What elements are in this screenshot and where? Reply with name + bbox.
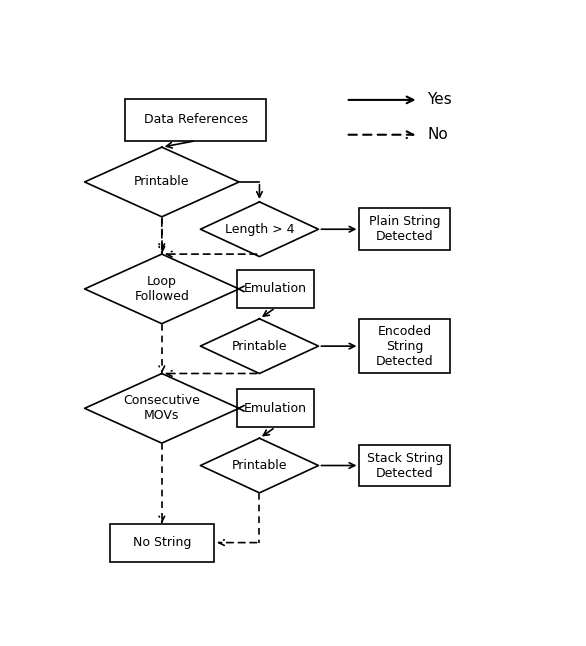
FancyBboxPatch shape bbox=[359, 209, 450, 250]
Polygon shape bbox=[84, 373, 239, 443]
Polygon shape bbox=[200, 318, 319, 373]
FancyBboxPatch shape bbox=[359, 444, 450, 486]
Text: Consecutive
MOVs: Consecutive MOVs bbox=[124, 394, 200, 422]
Polygon shape bbox=[200, 202, 319, 256]
Text: Emulation: Emulation bbox=[244, 282, 307, 295]
Text: Stack String
Detected: Stack String Detected bbox=[367, 452, 443, 479]
Polygon shape bbox=[84, 254, 239, 324]
FancyBboxPatch shape bbox=[359, 318, 450, 373]
Text: No String: No String bbox=[132, 536, 191, 549]
Text: Encoded
String
Detected: Encoded String Detected bbox=[376, 325, 434, 368]
FancyBboxPatch shape bbox=[125, 99, 266, 141]
Polygon shape bbox=[84, 147, 239, 217]
Text: Yes: Yes bbox=[427, 92, 452, 107]
Polygon shape bbox=[200, 438, 319, 493]
Text: No: No bbox=[427, 127, 448, 142]
FancyBboxPatch shape bbox=[237, 390, 314, 427]
Text: Emulation: Emulation bbox=[244, 402, 307, 415]
FancyBboxPatch shape bbox=[237, 270, 314, 308]
Text: Data References: Data References bbox=[144, 113, 248, 127]
Text: Printable: Printable bbox=[231, 459, 287, 472]
Text: Printable: Printable bbox=[231, 340, 287, 353]
FancyBboxPatch shape bbox=[110, 524, 214, 561]
Text: Length > 4: Length > 4 bbox=[224, 223, 294, 236]
Text: Plain String
Detected: Plain String Detected bbox=[369, 215, 441, 244]
Text: Loop
Followed: Loop Followed bbox=[134, 275, 189, 303]
Text: Printable: Printable bbox=[134, 176, 189, 189]
